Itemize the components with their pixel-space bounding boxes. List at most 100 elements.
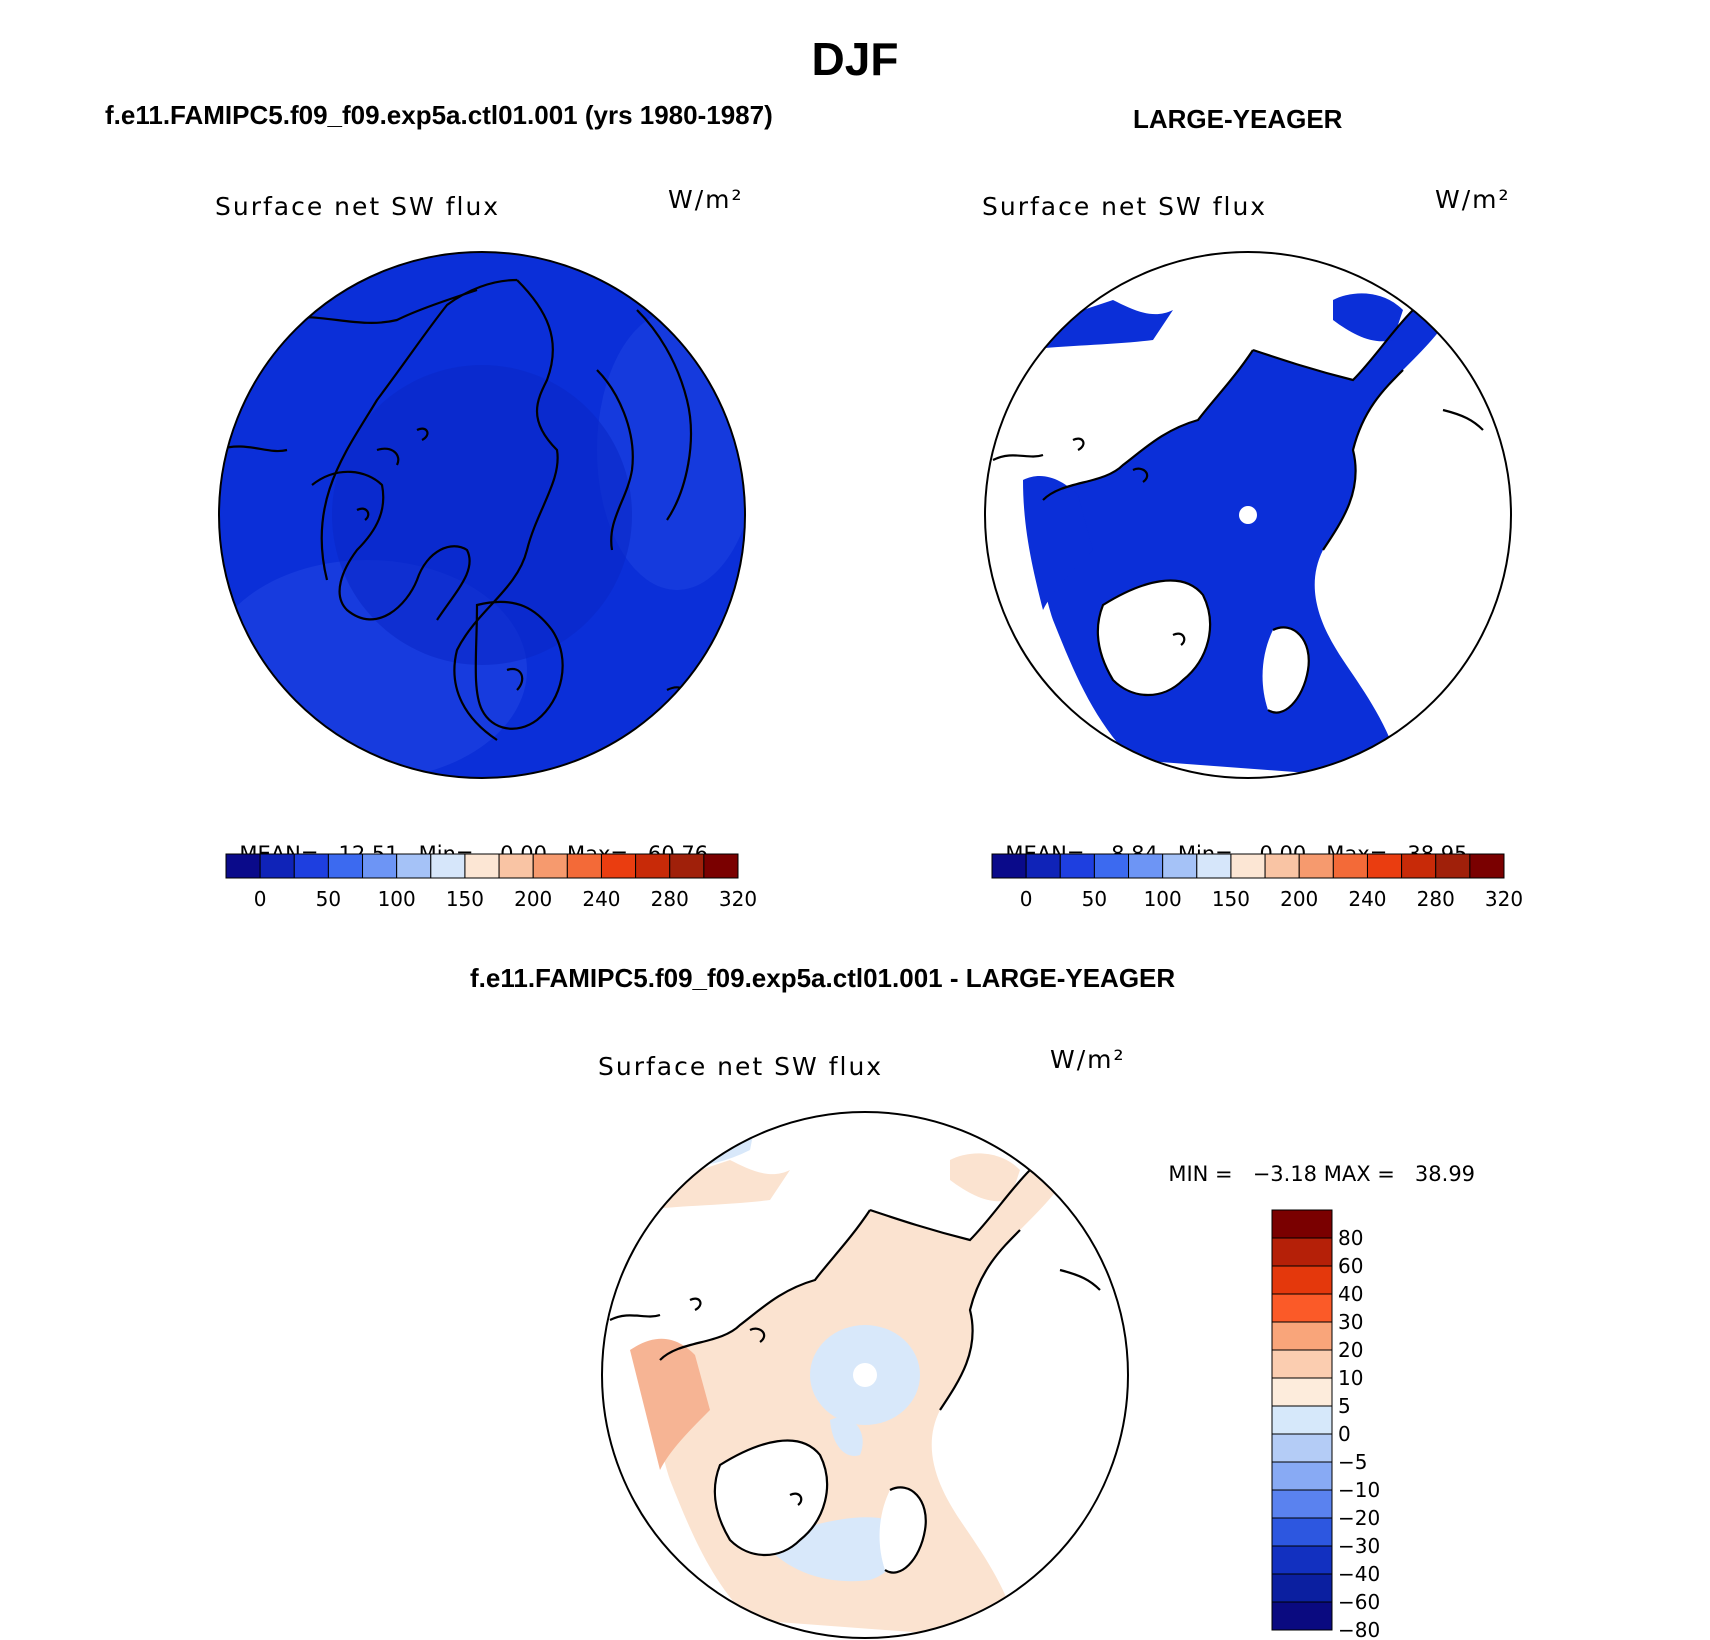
panel3-colorbar-swatch (1271, 1209, 1333, 1239)
panel3-pacific-fill (640, 1160, 790, 1210)
panel3-colorbar-swatch (1271, 1377, 1333, 1407)
panel1-colorbar-swatch (430, 853, 466, 879)
panel1-colorbar-swatch (396, 853, 432, 879)
panel1-colorbar-tick-label: 280 (651, 887, 689, 911)
panel3-colorbar: 80 60 40 30 20 10 5 0 −5 −10 −20 −30 −40 −60 −80 (1271, 1209, 1380, 1640)
panel3-max-label: MAX = (1323, 1162, 1395, 1186)
panel2-map-border (984, 251, 1512, 779)
panel1-colorbar-swatch (635, 853, 671, 879)
panel3-negative-patch-mid (830, 1417, 863, 1456)
panel2-colorbar-swatch (991, 853, 1027, 879)
panel3-colorbar-tick-label: −5 (1338, 1450, 1367, 1474)
panel3-colorbar-swatch (1271, 1405, 1333, 1435)
panel3-colorbar-tick-label: −10 (1338, 1478, 1380, 1502)
panel3-colorbar-tick-label: 0 (1338, 1422, 1351, 1446)
panel2-scandinavia-mask (1262, 627, 1309, 713)
panel2-colorbar-tick-label: 0 (1020, 887, 1033, 911)
panel1-colorbar-swatch (362, 853, 398, 879)
panel2-polar-map (984, 251, 1512, 779)
panel3-colorbar-tick-label: −60 (1338, 1590, 1380, 1614)
panel2-coastlines (992, 309, 1484, 714)
panel3-colorbar-tick-label: 80 (1338, 1226, 1363, 1250)
panel3-max-value: 38.99 (1414, 1162, 1476, 1186)
panel3-pole-hole (853, 1363, 877, 1387)
panel3-colorbar-swatch (1271, 1265, 1333, 1295)
panel1-colorbar-swatch (669, 853, 705, 879)
panel3-colorbar-swatch (1271, 1433, 1333, 1463)
panel3-colorbar-swatch (1271, 1293, 1333, 1323)
panel2-colorbar-swatch (1128, 853, 1164, 879)
panel1-colorbar-swatch (259, 853, 295, 879)
panel1-colorbar-swatch (225, 853, 261, 879)
panel2-colorbar-swatch (1059, 853, 1095, 879)
panel2-case-title: LARGE-YEAGER (1133, 104, 1343, 134)
panel3-variable-label: Surface net SW flux (598, 1052, 884, 1081)
panel1-colorbar-tick-label: 200 (514, 887, 552, 911)
panel2-variable-label: Surface net SW flux (982, 192, 1268, 221)
panel2-pacific-fill (1023, 300, 1173, 350)
panel1-case-title: f.e11.FAMIPC5.f09_f09.exp5a.ctl01.001 (y… (105, 100, 773, 130)
panel2-colorbar-swatch (1093, 853, 1130, 879)
panel3-colorbar-tick-label: −30 (1338, 1534, 1380, 1558)
panel1-colorbar-swatch (566, 853, 602, 879)
panel3-stats: MIN = −3.18 MAX = 38.99 (1155, 1138, 1475, 1186)
panel2-pole-hole (1239, 506, 1257, 524)
panel2-greenland-mask (1097, 580, 1211, 695)
panel2-colorbar-swatch (1264, 853, 1300, 879)
panel3-atlantic-positive (630, 1338, 710, 1470)
panel1-colorbar-swatch (464, 853, 500, 879)
panel3-units: W/m² (1050, 1045, 1126, 1074)
panel2-colorbar-swatch (1366, 853, 1403, 879)
panel1-polar-map (218, 251, 746, 779)
panel2-colorbar-swatch (1469, 853, 1505, 879)
panel1-colorbar-swatch (600, 853, 637, 879)
panel3-colorbar-swatch (1271, 1349, 1333, 1379)
panel1-map-border (218, 251, 746, 779)
panel3-colorbar-tick-label: 30 (1338, 1310, 1363, 1334)
panel2-colorbar-tick-label: 100 (1144, 887, 1182, 911)
panel1-colorbar-tick-label: 100 (378, 887, 416, 911)
figure-title: DJF (811, 33, 899, 85)
panel2-colorbar-swatch (1162, 853, 1198, 879)
panel2-colorbar-swatch (1435, 853, 1471, 879)
panel1-colorbar-swatch (703, 853, 739, 879)
panel3-colorbar-swatch (1271, 1237, 1333, 1267)
panel3-colorbar-tick-label: −80 (1338, 1618, 1380, 1640)
panel2-colorbar-tick-label: 200 (1280, 887, 1318, 911)
panel1-colorbar-swatch (327, 853, 364, 879)
panel3-colorbar-swatch (1271, 1461, 1333, 1491)
panel2-colorbar-swatch (1025, 853, 1061, 879)
panel2-colorbar-swatch (1196, 853, 1232, 879)
panel2-bering-fill (1333, 293, 1403, 342)
panel1-colorbar: 0 50 100 150 200 240 280 320 (225, 853, 757, 911)
panel3-coastlines (609, 1169, 1101, 1574)
panel2-colorbar-tick-label: 150 (1212, 887, 1250, 911)
panel3-colorbar-tick-label: 60 (1338, 1254, 1363, 1278)
panel1-colorbar-swatch (293, 853, 329, 879)
panel2-colorbar-tick-label: 50 (1082, 887, 1107, 911)
panel3-colorbar-swatch (1271, 1321, 1333, 1351)
panel1-units: W/m² (668, 185, 744, 214)
panel3-min-value: −3.18 (1252, 1162, 1318, 1186)
panel3-colorbar-tick-label: −40 (1338, 1562, 1380, 1586)
panel3-min-label: MIN = (1168, 1162, 1233, 1186)
panel3-colorbar-tick-label: 20 (1338, 1338, 1363, 1362)
panel3-polar-map (601, 1111, 1129, 1639)
panel3-colorbar-tick-label: −20 (1338, 1506, 1380, 1530)
panel1-colorbar-tick-label: 0 (254, 887, 267, 911)
panel1-colorbar-tick-label: 320 (719, 887, 757, 911)
panel1-colorbar-swatch (498, 853, 534, 879)
panel2-units: W/m² (1435, 185, 1511, 214)
panel2-colorbar: 0 50 100 150 200 240 280 320 (991, 853, 1523, 911)
panel3-colorbar-swatch (1271, 1517, 1333, 1547)
panel1-colorbar-swatch (532, 853, 568, 879)
panel3-colorbar-tick-label: 5 (1338, 1394, 1351, 1418)
panel1-colorbar-tick-label: 150 (446, 887, 484, 911)
panel2-colorbar-tick-label: 320 (1485, 887, 1523, 911)
panel2-colorbar-tick-label: 240 (1348, 887, 1386, 911)
panel3-colorbar-tick-label: 40 (1338, 1282, 1363, 1306)
panel2-colorbar-swatch (1298, 853, 1334, 879)
panel3-colorbar-tick-label: 10 (1338, 1366, 1363, 1390)
panel2-colorbar-swatch (1401, 853, 1437, 879)
panel3-colorbar-swatch (1271, 1489, 1333, 1519)
